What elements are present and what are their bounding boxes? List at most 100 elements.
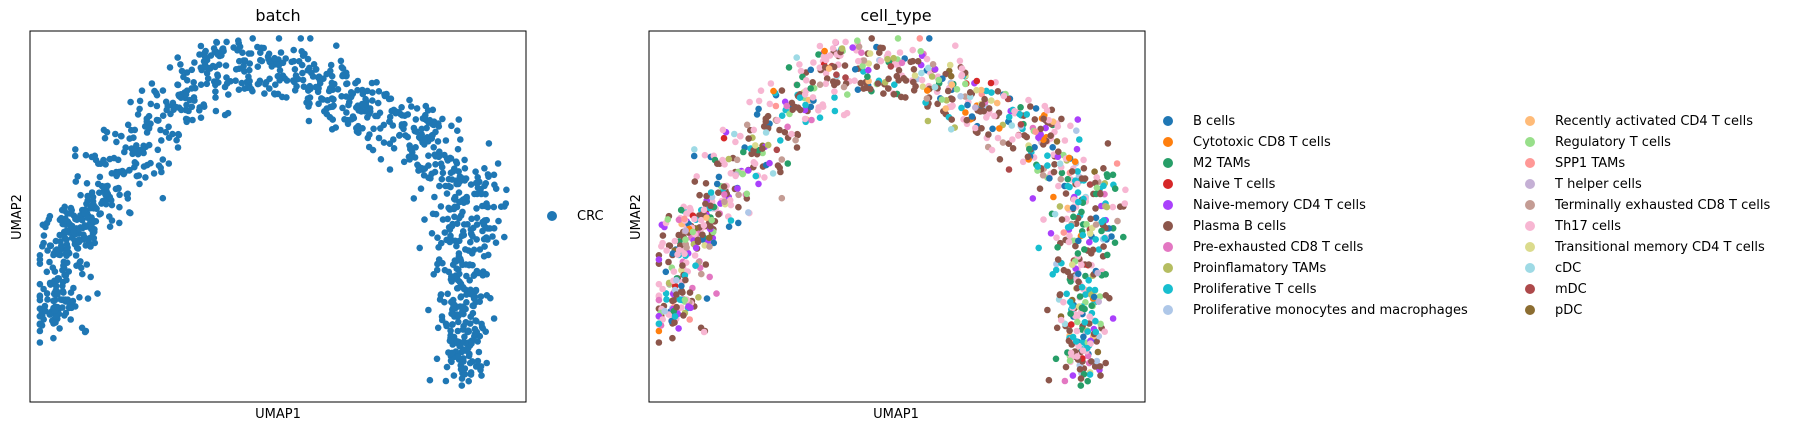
cell-type-point-th17-cells: [972, 124, 979, 132]
batch-point-crc: [213, 38, 220, 46]
cell-type-point-plasma-b-cells: [1047, 132, 1054, 139]
batch-point-crc: [437, 203, 445, 210]
batch-point-crc: [101, 183, 109, 190]
cell-type-point-plasma-b-cells: [735, 203, 742, 211]
cell-type-point-plasma-b-cells: [830, 63, 838, 71]
batch-point-crc: [418, 131, 426, 138]
cell-type-point-th17-cells: [697, 216, 705, 224]
batch-point-crc: [56, 325, 63, 332]
cell-type-point-plasma-b-cells: [885, 85, 892, 92]
cell-type-point-proinflamatory-tams: [928, 73, 936, 80]
batch-point-crc: [428, 230, 436, 237]
cell-type-point-m2-tams: [1120, 233, 1127, 241]
batch-point-crc: [443, 190, 451, 197]
batch-point-crc: [182, 106, 190, 114]
cell-type-point-proliferative-t-cells: [1092, 236, 1099, 243]
cell-type-point-mdc: [833, 71, 840, 78]
cell-type-point-th17-cells: [691, 252, 699, 259]
batch-point-crc: [275, 35, 283, 42]
cell-type-point-plasma-b-cells: [715, 189, 722, 196]
cell-type-point-spp1-tams: [686, 316, 693, 323]
cell-type-point-plasma-b-cells: [703, 192, 710, 200]
cell-type-point-plasma-b-cells: [1076, 366, 1084, 373]
cell-type-point-plasma-b-cells: [985, 105, 993, 112]
batch-point-crc: [299, 76, 307, 84]
batch-point-crc: [425, 306, 432, 314]
batch-point-crc: [77, 191, 84, 199]
batch-point-crc: [474, 184, 482, 192]
legend-item-spp1-tams: SPP1 TAMs: [1525, 156, 1625, 171]
cell-type-point-plasma-b-cells: [977, 108, 984, 115]
cell-type-point-m2-tams: [1078, 304, 1086, 312]
batch-point-crc: [477, 363, 485, 370]
batch-point-crc: [108, 201, 116, 209]
cell-type-point-th17-cells: [991, 112, 998, 120]
batch-points: [36, 35, 510, 389]
cell-type-point-plasma-b-cells: [1021, 132, 1028, 139]
batch-point-crc: [368, 79, 376, 87]
cell-type-point-plasma-b-cells: [678, 287, 686, 295]
cell-type-point-plasma-b-cells: [1058, 216, 1066, 223]
batch-point-crc: [127, 98, 134, 106]
batch-point-crc: [431, 168, 439, 176]
batch-point-crc: [474, 338, 482, 345]
batch-point-crc: [328, 72, 336, 80]
batch-point-crc: [471, 293, 479, 301]
batch-point-crc: [147, 100, 155, 108]
batch-point-crc: [166, 64, 174, 71]
cell-type-point-th17-cells: [701, 151, 709, 159]
cell-type-point-proliferative-t-cells: [816, 114, 824, 121]
cell-type-point-th17-cells: [1067, 349, 1075, 357]
batch-point-crc: [445, 268, 453, 276]
legend-item-plasma-b-cells: Plasma B cells: [1163, 219, 1286, 234]
cell-type-point-plasma-b-cells: [1073, 284, 1081, 292]
cell-type-point-m2-tams: [1054, 244, 1061, 251]
batch-point-crc: [153, 102, 161, 110]
cell-type-point-th17-cells: [700, 222, 708, 229]
batch-point-crc: [169, 130, 176, 138]
cell-type-legend: B cells Cytotoxic CD8 T cells M2 TAMs Naive…: [1163, 114, 1770, 318]
batch-point-crc: [245, 73, 252, 80]
batch-point-crc: [438, 175, 446, 183]
cell-type-point-naive-memory-cd4-t-cells: [692, 244, 700, 252]
batch-point-crc: [107, 196, 115, 204]
cell-type-point-m2-tams: [1017, 104, 1024, 111]
cell-type-point-pdc: [947, 72, 955, 80]
legend-label-spp1-tams: SPP1 TAMs: [1555, 156, 1625, 171]
batch-point-crc: [412, 116, 420, 123]
cell-type-point-pre-exhausted-cd8-t-cells: [898, 59, 906, 67]
cell-type-point-th17-cells: [1080, 156, 1087, 164]
batch-point-crc: [450, 302, 457, 310]
cell-type-point-regulatory-t-cells: [962, 80, 969, 88]
cell-type-point-cdc: [1008, 122, 1016, 129]
legend-label-mdc: mDC: [1555, 282, 1587, 297]
batch-point-crc: [495, 217, 502, 225]
batch-point-crc: [400, 158, 408, 166]
legend-label-crc: CRC: [577, 209, 604, 224]
legend-marker-mdc: [1525, 284, 1535, 294]
cell-type-point-plasma-b-cells: [707, 223, 714, 230]
cell-type-point-proliferative-t-cells: [1049, 271, 1056, 278]
legend-label-cdc: cDC: [1555, 261, 1581, 276]
cell-type-point-m2-tams: [1026, 145, 1033, 153]
cell-type-point-b-cells: [725, 223, 733, 230]
batch-point-crc: [453, 242, 460, 250]
cell-type-point-naive-memory-cd4-t-cells: [801, 106, 809, 114]
cell-type-point-t-helper-cells: [1095, 298, 1102, 306]
cell-type-point-proliferative-t-cells: [1100, 182, 1107, 190]
legend-item-t-helper-cells: T helper cells: [1525, 177, 1642, 192]
cell-type-point-th17-cells: [1074, 180, 1081, 188]
batch-point-crc: [87, 234, 94, 242]
cell-type-point-transitional-memory-cd4-t-cells: [866, 50, 874, 57]
batch-point-crc: [489, 233, 496, 240]
batch-point-crc: [87, 273, 94, 281]
batch-point-crc: [96, 211, 103, 218]
batch-point-crc: [447, 232, 454, 240]
cell-type-point-proliferative-t-cells: [727, 217, 735, 224]
batch-point-crc: [63, 236, 70, 243]
cell-type-point-plasma-b-cells: [868, 35, 875, 42]
cell-type-point-th17-cells: [700, 206, 708, 214]
batch-point-crc: [36, 327, 44, 335]
batch-point-crc: [339, 71, 347, 79]
cell-type-point-plasma-b-cells: [745, 135, 752, 142]
